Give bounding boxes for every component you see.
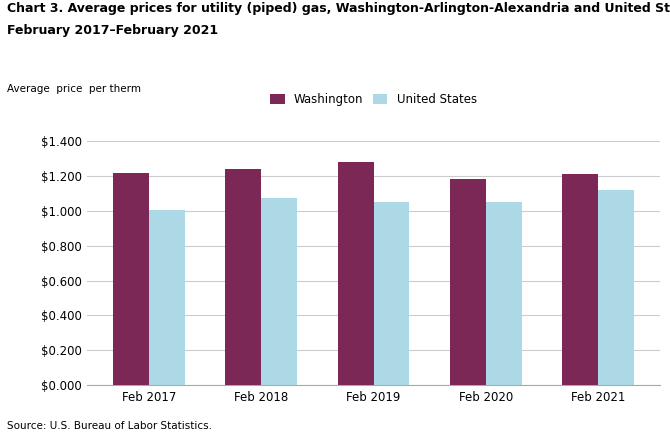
Bar xyxy=(113,173,149,385)
Text: Chart 3. Average prices for utility (piped) gas, Washington-Arlington-Alexandria: Chart 3. Average prices for utility (pip… xyxy=(7,2,670,15)
Bar xyxy=(338,162,374,385)
Text: Source: U.S. Bureau of Labor Statistics.: Source: U.S. Bureau of Labor Statistics. xyxy=(7,421,212,431)
Bar xyxy=(450,179,486,385)
Bar xyxy=(374,202,409,385)
Bar xyxy=(225,169,261,385)
Text: February 2017–February 2021: February 2017–February 2021 xyxy=(7,24,218,37)
Bar xyxy=(149,210,185,385)
Bar xyxy=(261,197,297,385)
Bar xyxy=(598,190,634,385)
Legend: Washington, United States: Washington, United States xyxy=(271,93,476,106)
Bar xyxy=(486,202,522,385)
Text: Average  price  per therm: Average price per therm xyxy=(7,84,141,94)
Bar xyxy=(562,174,598,385)
